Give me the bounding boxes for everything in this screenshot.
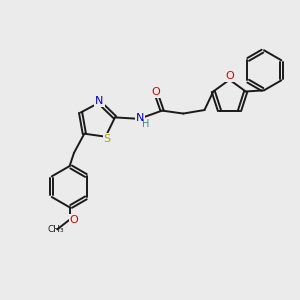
Text: H: H [142,119,149,129]
Text: N: N [95,96,104,106]
Text: O: O [151,87,160,98]
Text: N: N [136,113,144,123]
Text: CH₃: CH₃ [47,225,64,234]
Text: O: O [70,215,78,225]
Text: O: O [225,71,234,81]
Text: S: S [103,134,111,144]
